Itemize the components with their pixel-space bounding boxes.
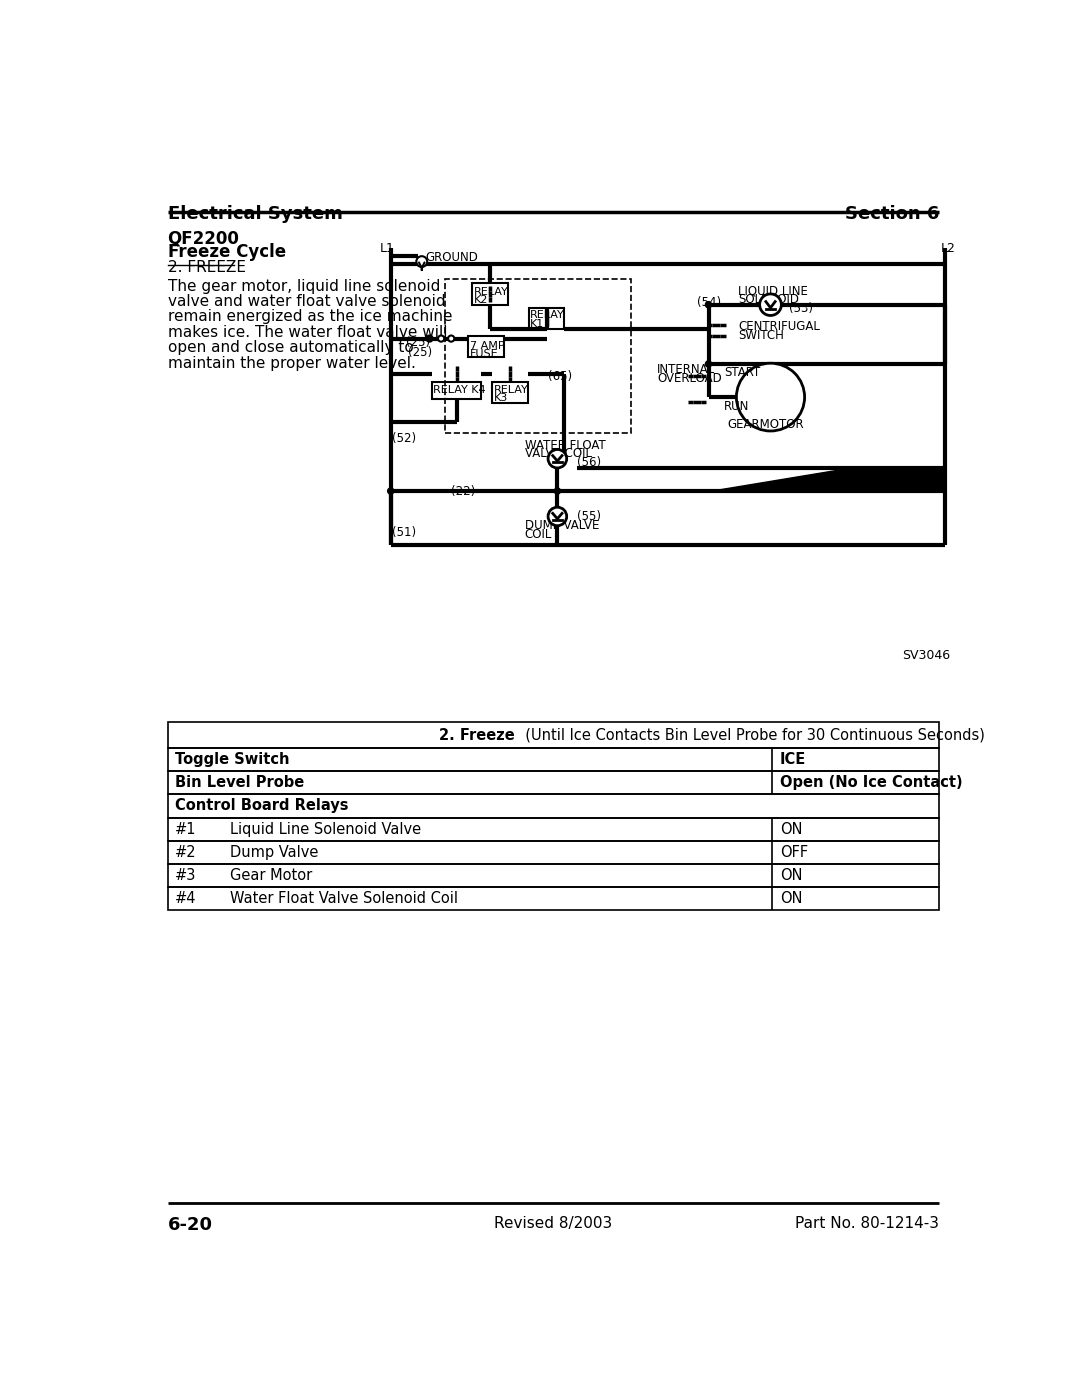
- Text: (65): (65): [548, 370, 572, 383]
- Text: Bin Level Probe: Bin Level Probe: [175, 775, 305, 791]
- Text: The gear motor, liquid line solenoid: The gear motor, liquid line solenoid: [167, 278, 440, 293]
- Bar: [167, 795, 940, 817]
- Text: K3: K3: [494, 393, 508, 404]
- Circle shape: [427, 335, 433, 342]
- Bar: [167, 841, 940, 863]
- Text: #1: #1: [175, 821, 197, 837]
- Bar: [167, 863, 940, 887]
- Text: WATER FLOAT: WATER FLOAT: [525, 439, 606, 451]
- Text: 2. Freeze: 2. Freeze: [438, 728, 515, 743]
- Text: L1: L1: [380, 242, 395, 256]
- Text: LIQUID LINE: LIQUID LINE: [738, 285, 808, 298]
- Bar: [167, 817, 940, 841]
- Text: (53): (53): [789, 302, 813, 314]
- Bar: [167, 887, 940, 909]
- Text: Water Float Valve Solenoid Coil: Water Float Valve Solenoid Coil: [230, 891, 458, 905]
- Text: SOLENOID: SOLENOID: [738, 293, 799, 306]
- Circle shape: [548, 450, 567, 468]
- Text: Toggle Switch: Toggle Switch: [175, 752, 289, 767]
- Text: ON: ON: [780, 868, 802, 883]
- Polygon shape: [708, 468, 945, 490]
- Text: Section 6: Section 6: [845, 204, 940, 222]
- Text: RELAY K4: RELAY K4: [433, 384, 486, 395]
- Circle shape: [388, 488, 394, 495]
- Circle shape: [759, 293, 781, 316]
- Bar: [445, 279, 631, 433]
- Text: ICE: ICE: [780, 752, 806, 767]
- Text: 2. FREEZE: 2. FREEZE: [167, 260, 245, 275]
- Text: Open (No Ice Contact): Open (No Ice Contact): [780, 775, 962, 791]
- Text: Gear Motor: Gear Motor: [230, 868, 312, 883]
- Text: #2: #2: [175, 845, 197, 859]
- Bar: [167, 749, 940, 771]
- Text: K2: K2: [474, 295, 488, 305]
- Text: CENTRIFUGAL: CENTRIFUGAL: [738, 320, 820, 332]
- Text: (Until Ice Contacts Bin Level Probe for 30 Continuous Seconds): (Until Ice Contacts Bin Level Probe for …: [516, 728, 985, 743]
- Text: Dump Valve: Dump Valve: [230, 845, 318, 859]
- Text: RELAY: RELAY: [494, 384, 528, 395]
- Text: 7 AMP: 7 AMP: [470, 341, 504, 351]
- Circle shape: [705, 302, 712, 307]
- Text: RELAY: RELAY: [530, 310, 565, 320]
- Text: (25): (25): [406, 335, 430, 348]
- Bar: [529, 307, 565, 330]
- Text: DUMP VALVE: DUMP VALVE: [525, 518, 599, 532]
- Text: FUSE: FUSE: [470, 349, 499, 359]
- Text: OVERLOAD: OVERLOAD: [658, 372, 723, 384]
- Text: (54): (54): [697, 296, 721, 309]
- Text: (51): (51): [392, 525, 417, 539]
- Circle shape: [416, 256, 428, 267]
- Text: ON: ON: [780, 821, 802, 837]
- Text: Revised 8/2003: Revised 8/2003: [495, 1217, 612, 1231]
- Text: Part No. 80-1214-3: Part No. 80-1214-3: [796, 1217, 940, 1231]
- Text: valve and water float valve solenoid: valve and water float valve solenoid: [167, 293, 445, 309]
- Text: (52): (52): [392, 432, 417, 444]
- Text: (55): (55): [577, 510, 600, 524]
- Text: GROUND: GROUND: [426, 251, 478, 264]
- Text: INTERNAL: INTERNAL: [658, 363, 715, 376]
- Text: makes ice. The water float valve will: makes ice. The water float valve will: [167, 324, 447, 339]
- Bar: [472, 284, 508, 305]
- Text: RUN: RUN: [724, 400, 750, 414]
- Text: SV3046: SV3046: [902, 648, 950, 662]
- Text: Liquid Line Solenoid Valve: Liquid Line Solenoid Valve: [230, 821, 421, 837]
- Circle shape: [448, 335, 455, 342]
- Circle shape: [737, 363, 805, 432]
- Circle shape: [705, 360, 712, 367]
- Text: remain energized as the ice machine: remain energized as the ice machine: [167, 309, 453, 324]
- Circle shape: [554, 488, 561, 495]
- Text: Electrical System: Electrical System: [167, 204, 342, 222]
- Text: 6-20: 6-20: [167, 1217, 213, 1235]
- Text: #3: #3: [175, 868, 197, 883]
- Bar: [492, 381, 528, 404]
- Text: Freeze Cycle: Freeze Cycle: [167, 243, 286, 261]
- Text: OFF: OFF: [780, 845, 808, 859]
- Circle shape: [438, 335, 444, 342]
- Text: ON: ON: [780, 891, 802, 905]
- Bar: [167, 722, 940, 749]
- Text: Control Board Relays: Control Board Relays: [175, 799, 349, 813]
- Bar: [469, 335, 504, 358]
- Text: open and close automatically to: open and close automatically to: [167, 339, 414, 355]
- Bar: [432, 381, 482, 398]
- Text: (22): (22): [451, 485, 475, 497]
- Text: COIL: COIL: [525, 528, 552, 541]
- Text: SWITCH: SWITCH: [738, 328, 784, 342]
- Text: L2: L2: [941, 242, 956, 256]
- Text: K1: K1: [530, 319, 544, 328]
- Text: RELAY: RELAY: [474, 286, 509, 298]
- Text: VALVE COIL: VALVE COIL: [525, 447, 592, 460]
- Text: (56): (56): [577, 455, 600, 468]
- Text: START: START: [724, 366, 760, 379]
- Circle shape: [548, 507, 567, 525]
- Text: #4: #4: [175, 891, 197, 905]
- Text: GEARMOTOR: GEARMOTOR: [727, 418, 804, 430]
- Text: (25): (25): [408, 346, 432, 359]
- Text: maintain the proper water level.: maintain the proper water level.: [167, 355, 416, 370]
- Text: QF2200: QF2200: [167, 229, 240, 247]
- Bar: [167, 771, 940, 795]
